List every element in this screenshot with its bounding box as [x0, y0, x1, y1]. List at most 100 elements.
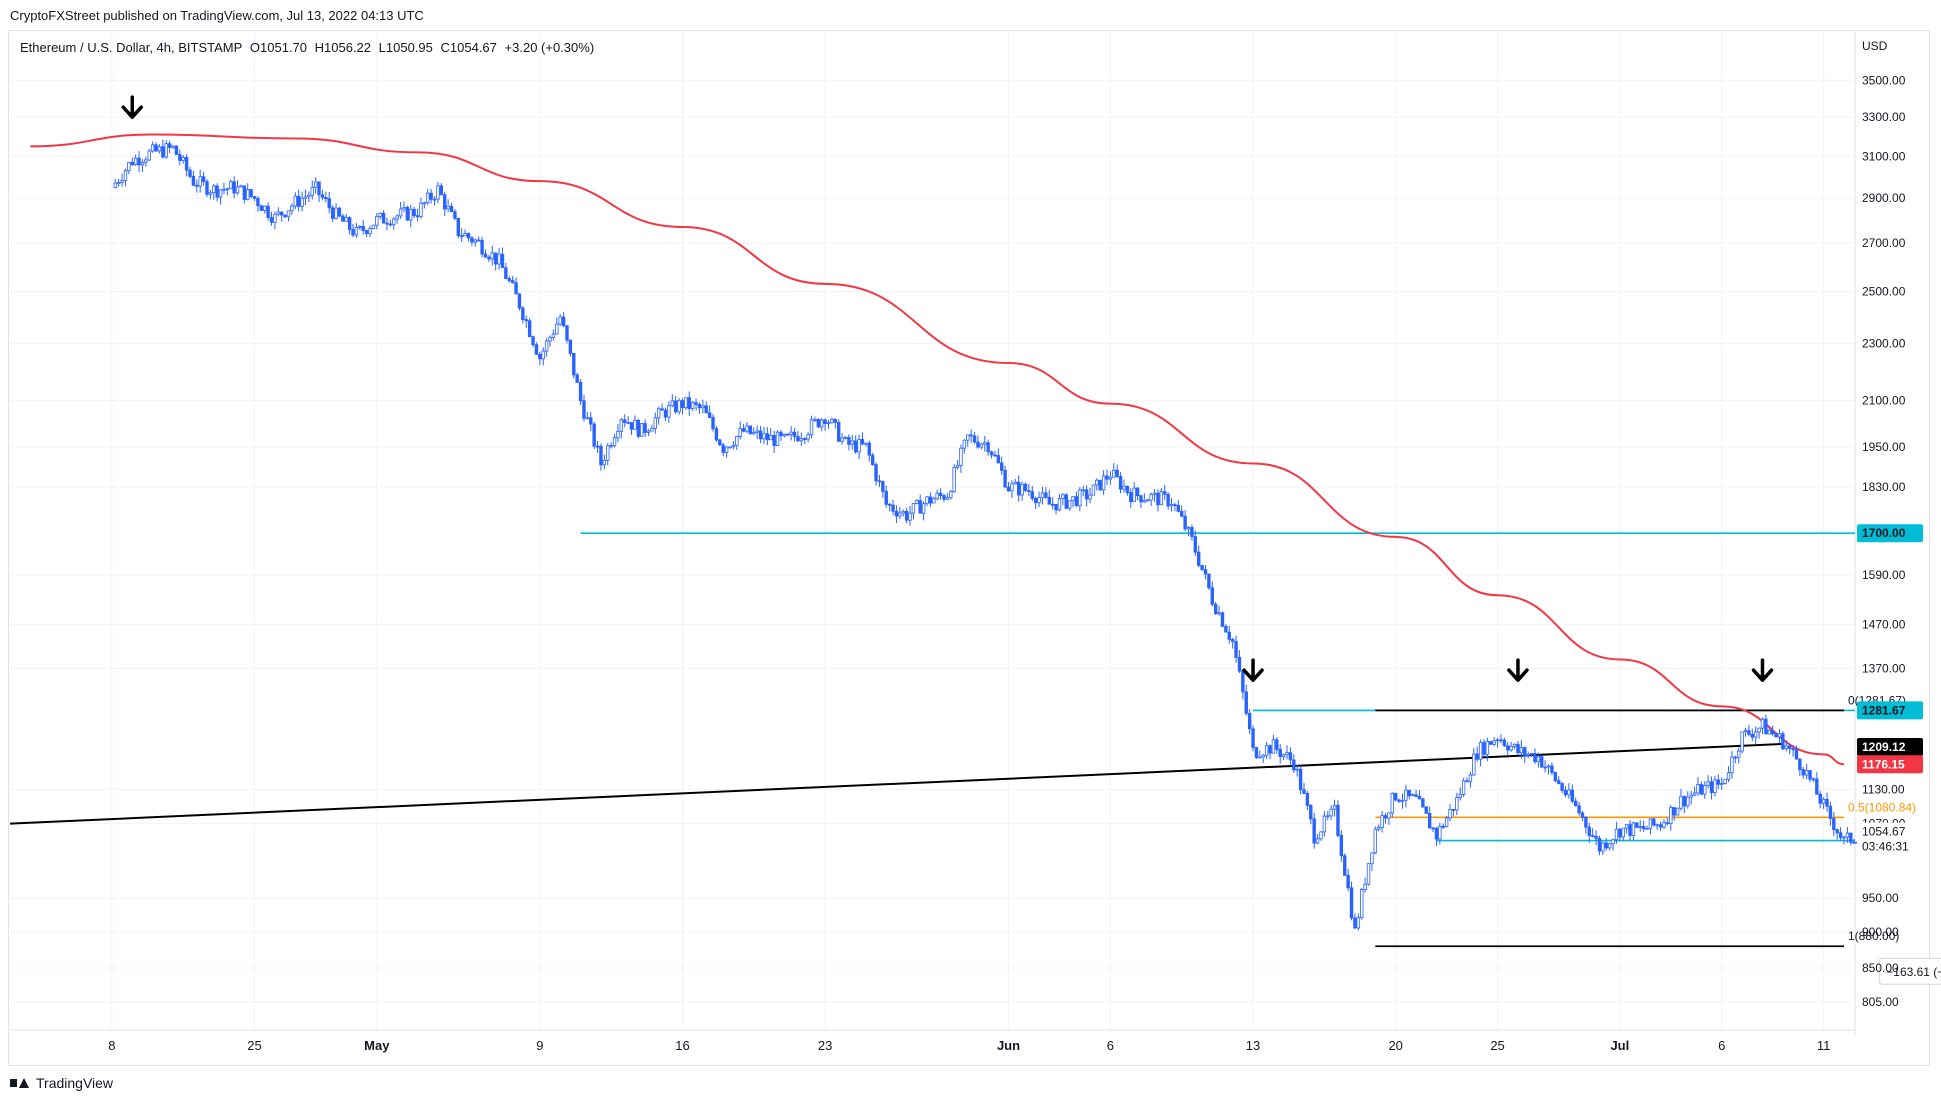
candle: [1241, 669, 1245, 700]
candle-body: [1407, 789, 1411, 797]
candle: [225, 187, 230, 196]
candle: [280, 211, 284, 222]
candle-body: [1404, 789, 1408, 801]
candle-body: [263, 205, 267, 211]
candle-body: [1305, 793, 1310, 806]
candle: [1489, 740, 1493, 745]
candle-body: [1098, 479, 1102, 491]
price-tick-label: 1370.00: [1862, 662, 1906, 676]
candle: [419, 197, 423, 219]
candle: [1526, 751, 1530, 759]
candle: [1665, 817, 1670, 826]
candle-body: [239, 185, 243, 188]
candle-body: [1193, 536, 1198, 553]
candle-body: [514, 282, 518, 295]
candle: [887, 502, 892, 512]
candle: [874, 462, 878, 486]
candle-body: [690, 402, 695, 409]
candle-body: [1753, 731, 1758, 738]
candle: [235, 180, 240, 195]
candle-body: [483, 253, 488, 258]
candle: [548, 335, 552, 347]
candle-body: [534, 344, 539, 355]
candle: [1621, 827, 1625, 841]
candle: [351, 223, 355, 238]
candle: [606, 443, 610, 466]
publish-info: CryptoFXStreet published on TradingView.…: [10, 8, 424, 23]
candle-body: [232, 181, 236, 194]
candle-body: [290, 205, 294, 212]
candle: [619, 417, 624, 439]
candle-body: [887, 503, 892, 506]
candle-body: [1784, 745, 1788, 750]
candle-body: [1448, 808, 1452, 819]
candle: [911, 503, 916, 520]
candle: [857, 434, 861, 460]
candle-body: [1716, 779, 1721, 785]
candle: [436, 181, 440, 204]
candle: [1573, 797, 1578, 807]
candle: [147, 148, 151, 162]
candle-body: [1203, 569, 1208, 575]
candle: [806, 432, 810, 443]
candle: [487, 254, 491, 263]
candle-body: [735, 435, 739, 446]
candle: [344, 213, 348, 222]
candle: [1013, 479, 1018, 485]
candle-body: [711, 417, 715, 430]
candle-body: [113, 182, 117, 188]
candle: [1017, 475, 1021, 502]
candle-body: [983, 442, 987, 445]
candle-body: [989, 451, 994, 456]
candle-body: [1132, 487, 1136, 503]
footer-brand: TradingView: [36, 1075, 114, 1091]
footer[interactable]: TradingView: [10, 1075, 113, 1091]
candle: [772, 430, 776, 453]
candle-body: [1047, 496, 1051, 505]
candle: [473, 238, 477, 247]
candle: [327, 192, 331, 214]
candle-body: [276, 211, 281, 215]
candle-body: [195, 184, 199, 187]
candle-body: [602, 460, 607, 466]
candle: [1703, 781, 1707, 799]
candle-body: [1373, 828, 1378, 854]
candle: [293, 192, 297, 210]
candle-body: [1516, 743, 1520, 754]
candle: [1142, 493, 1147, 503]
candle-body: [1268, 745, 1272, 754]
candle: [996, 448, 1001, 464]
candle: [1071, 496, 1075, 508]
candle-body: [1655, 824, 1659, 827]
candle: [375, 213, 379, 230]
candle-body: [1638, 826, 1642, 828]
candle-body: [1604, 842, 1608, 849]
candle: [1081, 485, 1085, 497]
candle-body: [1006, 486, 1011, 492]
candle: [1607, 842, 1612, 851]
candle-body: [330, 207, 335, 219]
candle-body: [1594, 835, 1598, 839]
candle: [1118, 472, 1123, 494]
candle-body: [1577, 805, 1581, 814]
price-tick-label: 2700.00: [1862, 236, 1906, 250]
candle-body: [687, 397, 691, 409]
candle-body: [1278, 749, 1282, 757]
fib-level-label: 0.5(1080.84): [1848, 800, 1916, 814]
candle-body: [762, 433, 766, 440]
candle: [392, 217, 396, 231]
candle-body: [721, 444, 725, 453]
candle: [741, 423, 746, 433]
candle: [1275, 736, 1279, 754]
candle-body: [178, 154, 182, 161]
candle: [616, 424, 620, 443]
candle: [1125, 485, 1130, 496]
candle: [507, 275, 511, 283]
candle-body: [1353, 917, 1357, 929]
candle-body: [1495, 739, 1500, 742]
candle: [1407, 789, 1411, 800]
change-value: +3.20 (+0.30%): [504, 40, 595, 55]
candle-body: [1767, 730, 1771, 735]
candle-body: [1512, 743, 1517, 747]
